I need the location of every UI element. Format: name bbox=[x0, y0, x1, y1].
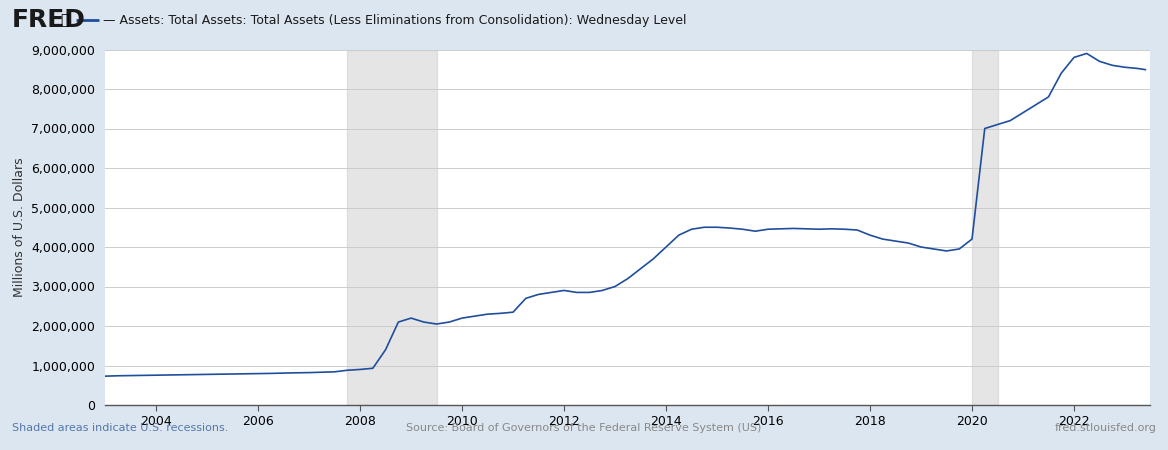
Text: Source: Board of Governors of the Federal Reserve System (US): Source: Board of Governors of the Federa… bbox=[406, 423, 762, 433]
Text: 📈: 📈 bbox=[61, 13, 69, 27]
Text: — Assets: Total Assets: Total Assets (Less Eliminations from Consolidation): Wed: — Assets: Total Assets: Total Assets (Le… bbox=[103, 14, 687, 27]
Text: Shaded areas indicate U.S. recessions.: Shaded areas indicate U.S. recessions. bbox=[12, 423, 228, 433]
Text: fred.stlouisfed.org: fred.stlouisfed.org bbox=[1055, 423, 1156, 433]
Bar bbox=[972, 50, 997, 405]
Text: FRED: FRED bbox=[12, 8, 85, 32]
Y-axis label: Millions of U.S. Dollars: Millions of U.S. Dollars bbox=[13, 158, 26, 297]
Bar bbox=[347, 50, 437, 405]
